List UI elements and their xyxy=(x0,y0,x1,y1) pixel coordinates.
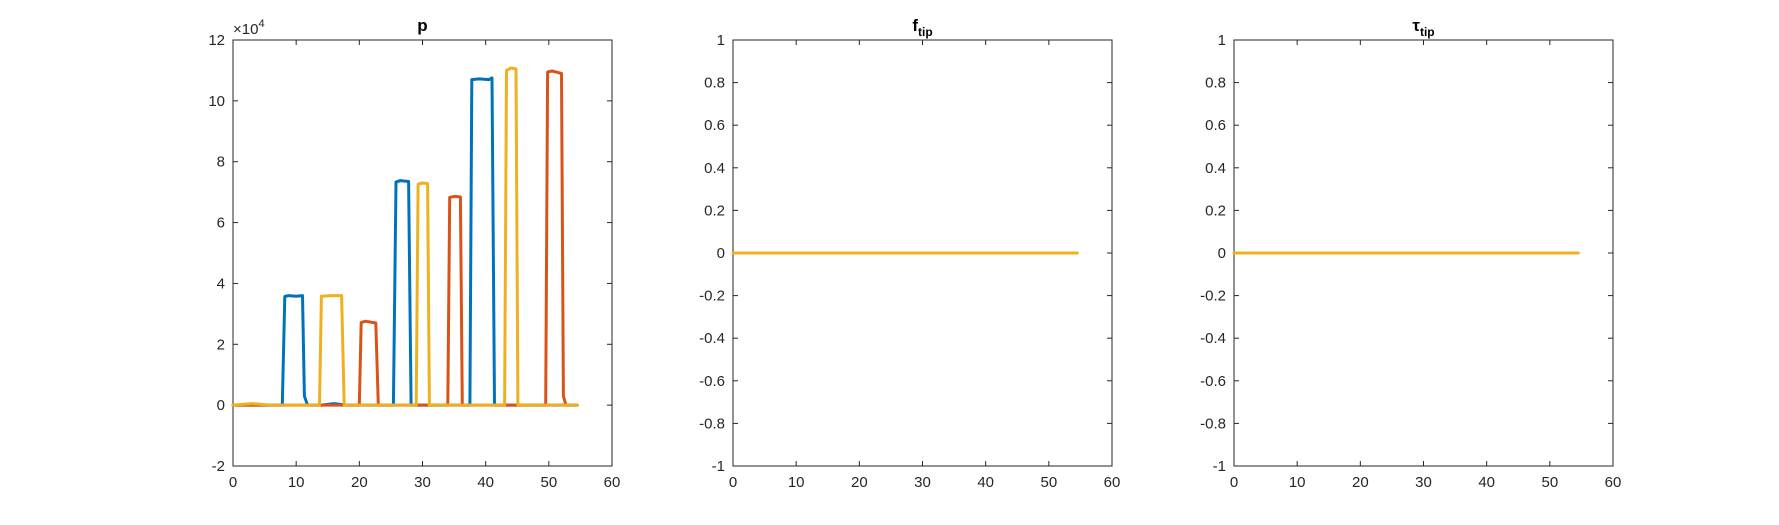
y-tick-label: -2 xyxy=(212,458,225,475)
x-tick-label: 50 xyxy=(540,474,557,491)
y-tick-label: 0 xyxy=(717,245,725,262)
y-tick-label: -1 xyxy=(1213,458,1226,475)
y-tick-label: 0.2 xyxy=(704,202,725,219)
x-tick-label: 50 xyxy=(1040,474,1057,491)
x-tick-label: 30 xyxy=(914,474,931,491)
chart-title-main: f xyxy=(912,16,918,35)
x-tick-label: 40 xyxy=(477,474,494,491)
axes-panel-2: 0 10 20 30 40 50 60 -1 -0.8 -0.6 -0.4 -0.2 0 0.2 0.4 0.… xyxy=(699,16,1120,491)
exponent-base: ×10 xyxy=(233,21,258,38)
x-tick-label: 20 xyxy=(851,474,868,491)
y-tick-label: -0.6 xyxy=(1200,373,1226,390)
y-tick-label: 0.4 xyxy=(1205,160,1226,177)
y-tick-label: -0.2 xyxy=(699,288,725,305)
chart-title: p xyxy=(417,16,427,35)
x-tick-label: 60 xyxy=(1104,474,1121,491)
y-tick-label: -0.8 xyxy=(1200,415,1226,432)
y-tick-label: 4 xyxy=(217,275,225,292)
y-tick-label: 0.6 xyxy=(704,117,725,134)
x-tick-label: 10 xyxy=(1289,474,1306,491)
y-tick-label: 0.8 xyxy=(704,75,725,92)
y-tick-label: 0.6 xyxy=(1205,117,1226,134)
x-tick-label: 60 xyxy=(604,474,621,491)
chart-title: ftip xyxy=(912,16,932,39)
series-line-3 xyxy=(231,66,579,407)
x-tick-label: 50 xyxy=(1541,474,1558,491)
exponent-label: ×104 xyxy=(233,18,265,38)
x-tick-label: 0 xyxy=(229,474,237,491)
x-tick-label: 10 xyxy=(288,474,305,491)
chart-title: τtip xyxy=(1412,16,1434,39)
y-tick-label: 0 xyxy=(217,397,225,414)
x-tick-label: 30 xyxy=(1415,474,1432,491)
y-tick-label: 0.4 xyxy=(704,160,725,177)
x-tick-label: 60 xyxy=(1605,474,1622,491)
y-tick-label: -0.4 xyxy=(1200,330,1226,347)
y-tick-label: 2 xyxy=(217,336,225,353)
x-tick-label: 20 xyxy=(1352,474,1369,491)
y-tick-label: 0.8 xyxy=(1205,75,1226,92)
exponent-power: 4 xyxy=(258,18,264,30)
y-tick-label: 8 xyxy=(217,154,225,171)
chart-title-subscript: tip xyxy=(1420,25,1435,39)
y-tick-label: -0.6 xyxy=(699,373,725,390)
x-tick-label: 30 xyxy=(414,474,431,491)
y-tick-label: 10 xyxy=(208,93,225,110)
y-tick-label: -1 xyxy=(712,458,725,475)
chart-title-main: τ xyxy=(1412,16,1420,35)
x-tick-label: 40 xyxy=(977,474,994,491)
x-tick-label: 20 xyxy=(351,474,368,491)
y-tick-label: -0.2 xyxy=(1200,288,1226,305)
x-tick-label: 0 xyxy=(729,474,737,491)
y-tick-label: -0.8 xyxy=(699,415,725,432)
axes-panel-3: 0 10 20 30 40 50 60 -1 -0.8 -0.6 -0.4 -0.2 0 0.2 0.4 0.… xyxy=(1200,16,1621,491)
series-line-1 xyxy=(231,76,579,407)
y-tick-label: 6 xyxy=(217,215,225,232)
chart-title-subscript: tip xyxy=(918,25,933,39)
y-tick-label: -0.4 xyxy=(699,330,725,347)
chart-title-main: p xyxy=(417,16,427,35)
x-tick-label: 40 xyxy=(1478,474,1495,491)
y-tick-label: 1 xyxy=(717,32,725,49)
y-tick-label: 0 xyxy=(1218,245,1226,262)
y-tick-label: 0.2 xyxy=(1205,202,1226,219)
x-tick-label: 0 xyxy=(1230,474,1238,491)
y-tick-label: 1 xyxy=(1218,32,1226,49)
x-tick-label: 10 xyxy=(788,474,805,491)
y-tick-label: 12 xyxy=(208,32,225,49)
